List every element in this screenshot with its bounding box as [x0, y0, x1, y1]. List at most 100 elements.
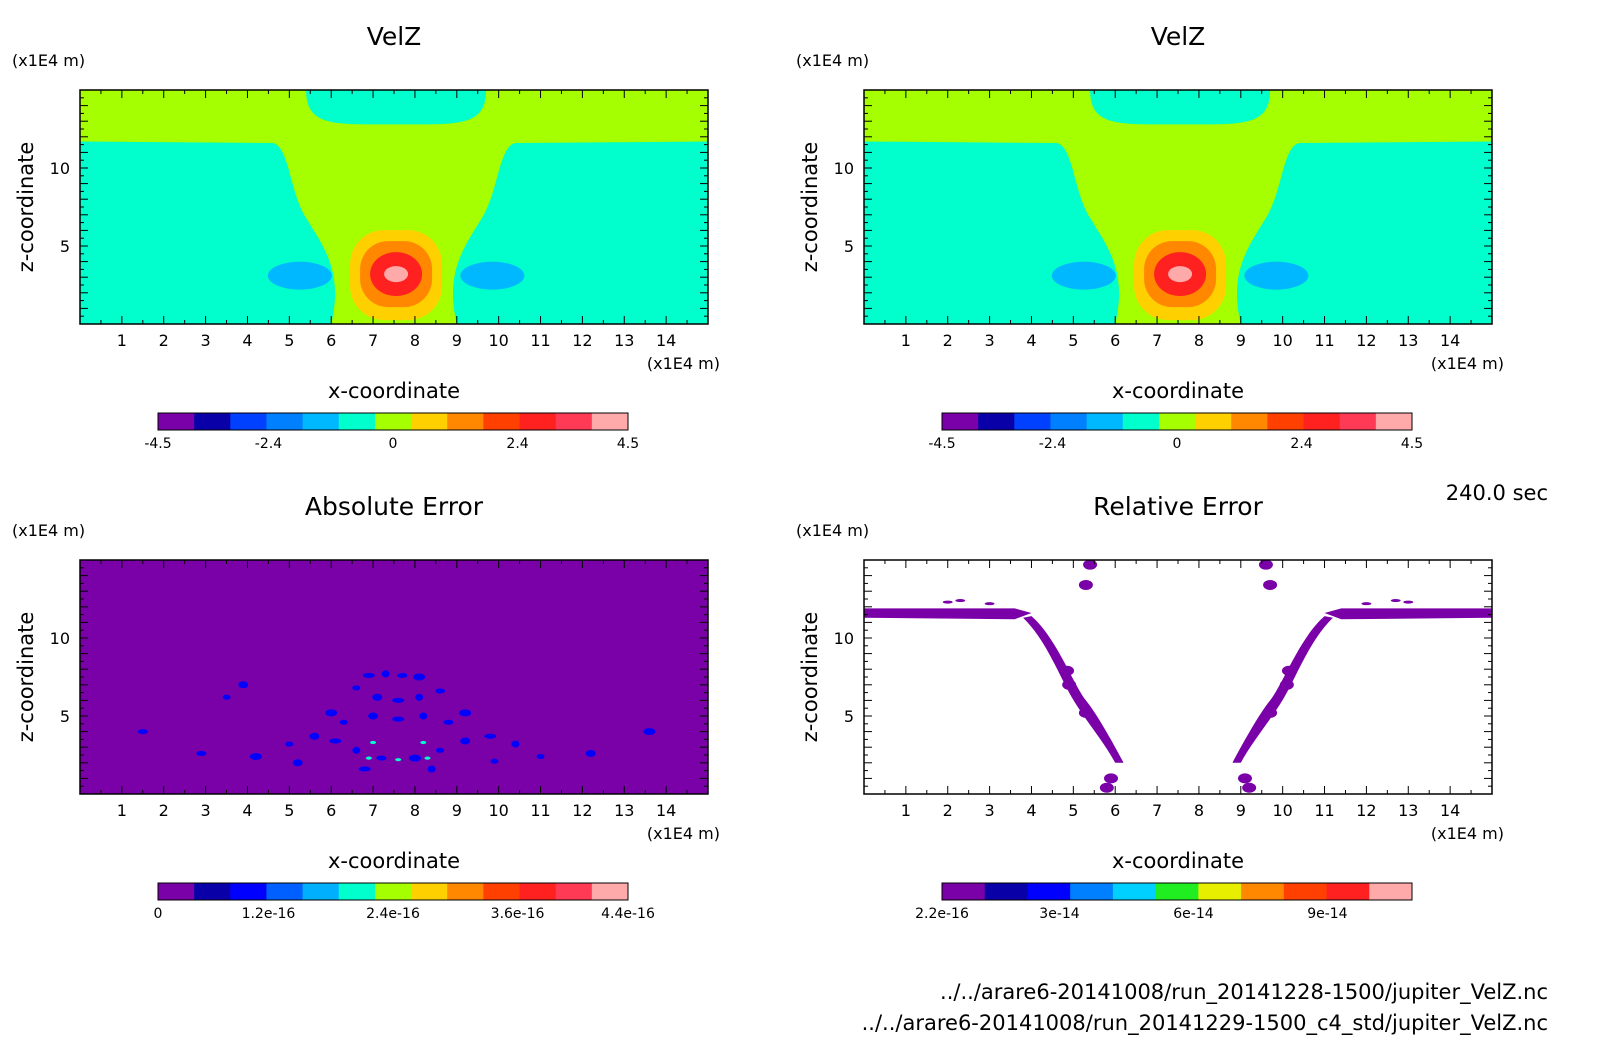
error-patch: [1104, 773, 1119, 784]
colorbar: -4.5 -2.4 0 2.4 4.5: [144, 412, 639, 452]
chart-title: Relative Error: [1093, 492, 1263, 521]
colorbar-swatch: [1283, 883, 1328, 900]
file-path-2: ../../arare6-20141008/run_20141229-1500_…: [862, 1011, 1548, 1036]
x-tick-label: 6: [326, 331, 336, 350]
colorbar-swatch: [555, 413, 593, 430]
error-spot: [339, 719, 348, 725]
colorbar-swatch: [411, 413, 448, 430]
error-spot: [435, 688, 446, 694]
error-spot: [460, 737, 471, 745]
chart-title: Absolute Error: [305, 492, 484, 521]
colorbar-swatch: [1198, 883, 1242, 900]
error-patch: [1263, 707, 1278, 718]
colorbar-swatch: [411, 883, 448, 900]
y-axis-label: z-coordinate: [798, 142, 822, 273]
colorbar-swatch: [1027, 883, 1071, 900]
x-tick-label: 13: [614, 801, 634, 820]
colorbar-label: 0: [154, 906, 163, 922]
error-band-left: [864, 608, 1032, 620]
x-tick-label: 9: [1236, 331, 1246, 350]
x-tick-label: 9: [452, 801, 462, 820]
error-spot: [381, 670, 390, 678]
contour-field: [80, 560, 708, 794]
colorbar-swatch: [374, 413, 412, 430]
error-spot: [415, 693, 424, 701]
colorbar-swatch: [1050, 413, 1088, 430]
error-patch: [1242, 782, 1257, 793]
time-label: 240.0 sec: [1446, 481, 1548, 505]
chart-panel-1: VelZ(x1E4 m)1 2 3 4 5 6 7 8 9 10 11 12 13 14510(x1E4 …: [12, 22, 720, 452]
colorbar-label: 3e-14: [1039, 906, 1079, 922]
y-unit-label: (x1E4 m): [796, 51, 869, 70]
x-tick-label: 11: [530, 801, 550, 820]
error-spot: [397, 672, 408, 678]
error-spot: [137, 729, 148, 735]
colorbar-label: 2.4: [506, 436, 528, 452]
error-spot-high: [365, 756, 372, 760]
x-tick-label: 14: [656, 801, 676, 820]
x-tick-label: 1: [901, 331, 911, 350]
error-spot: [368, 712, 379, 720]
colorbar-swatch: [302, 413, 340, 430]
x-tick-label: 11: [1314, 331, 1334, 350]
colorbar-swatch: [230, 883, 267, 900]
colorbar-swatch: [1014, 413, 1051, 430]
x-tick-label: 5: [284, 801, 294, 820]
x-tick-label: 10: [488, 331, 508, 350]
x-tick-label: 5: [1068, 801, 1078, 820]
error-patch: [942, 600, 953, 604]
colorbar-label: 2.4: [1290, 436, 1312, 452]
error-patch: [1361, 602, 1372, 606]
error-spot-high: [395, 758, 402, 762]
x-tick-label: 14: [656, 331, 676, 350]
x-axis-label: x-coordinate: [1112, 849, 1244, 873]
error-spot: [362, 672, 375, 678]
y-axis-label: z-coordinate: [14, 612, 38, 743]
colorbar-label: -2.4: [1039, 436, 1066, 452]
y-axis-label: z-coordinate: [14, 142, 38, 273]
colorbar-swatch: [1369, 883, 1413, 900]
x-unit-label: (x1E4 m): [1431, 354, 1504, 373]
y-tick-label: 5: [60, 707, 70, 726]
colorbar-swatch: [1086, 413, 1124, 430]
error-spot: [408, 754, 421, 762]
colorbar-swatch: [591, 883, 629, 900]
error-spot: [309, 732, 320, 740]
colorbar-swatch: [447, 883, 484, 900]
error-spot: [238, 681, 249, 689]
negative-core-left: [267, 261, 332, 290]
positive-core: [1168, 266, 1193, 283]
colorbar-swatch: [1375, 413, 1413, 430]
error-patch: [1078, 579, 1093, 590]
colorbar-swatch: [1339, 413, 1377, 430]
colorbar-label: 0: [389, 436, 398, 452]
error-spot: [376, 755, 387, 761]
x-tick-label: 2: [159, 801, 169, 820]
y-tick-label: 10: [50, 159, 70, 178]
y-tick-label: 5: [844, 237, 854, 256]
error-patch: [1078, 707, 1093, 718]
x-tick-label: 12: [1356, 331, 1376, 350]
error-band-right: [1324, 608, 1492, 620]
contour-field: [864, 90, 1492, 324]
error-patch: [955, 599, 966, 603]
error-spot-high: [424, 756, 431, 760]
colorbar-swatch: [984, 883, 1028, 900]
chart-panel-4: Relative Error(x1E4 m)1 2 3 4 5 6 7 8 9 10 11 12 13 1…: [796, 492, 1504, 922]
colorbar-swatch: [483, 413, 521, 430]
negative-region-top: [1090, 90, 1271, 125]
colorbar-frame: [157, 412, 629, 431]
x-tick-label: 12: [572, 331, 592, 350]
error-spot: [222, 694, 231, 700]
negative-core-right: [460, 261, 525, 290]
chart-title: VelZ: [1151, 22, 1206, 51]
colorbar-swatch: [519, 413, 557, 430]
x-axis-label: x-coordinate: [1112, 379, 1244, 403]
positive-core: [384, 266, 409, 283]
colorbar-swatch: [266, 883, 304, 900]
y-tick-label: 5: [60, 237, 70, 256]
x-tick-label: 6: [1110, 331, 1120, 350]
colorbar-label: 1.2e-16: [242, 906, 296, 922]
x-tick-label: 2: [943, 801, 953, 820]
